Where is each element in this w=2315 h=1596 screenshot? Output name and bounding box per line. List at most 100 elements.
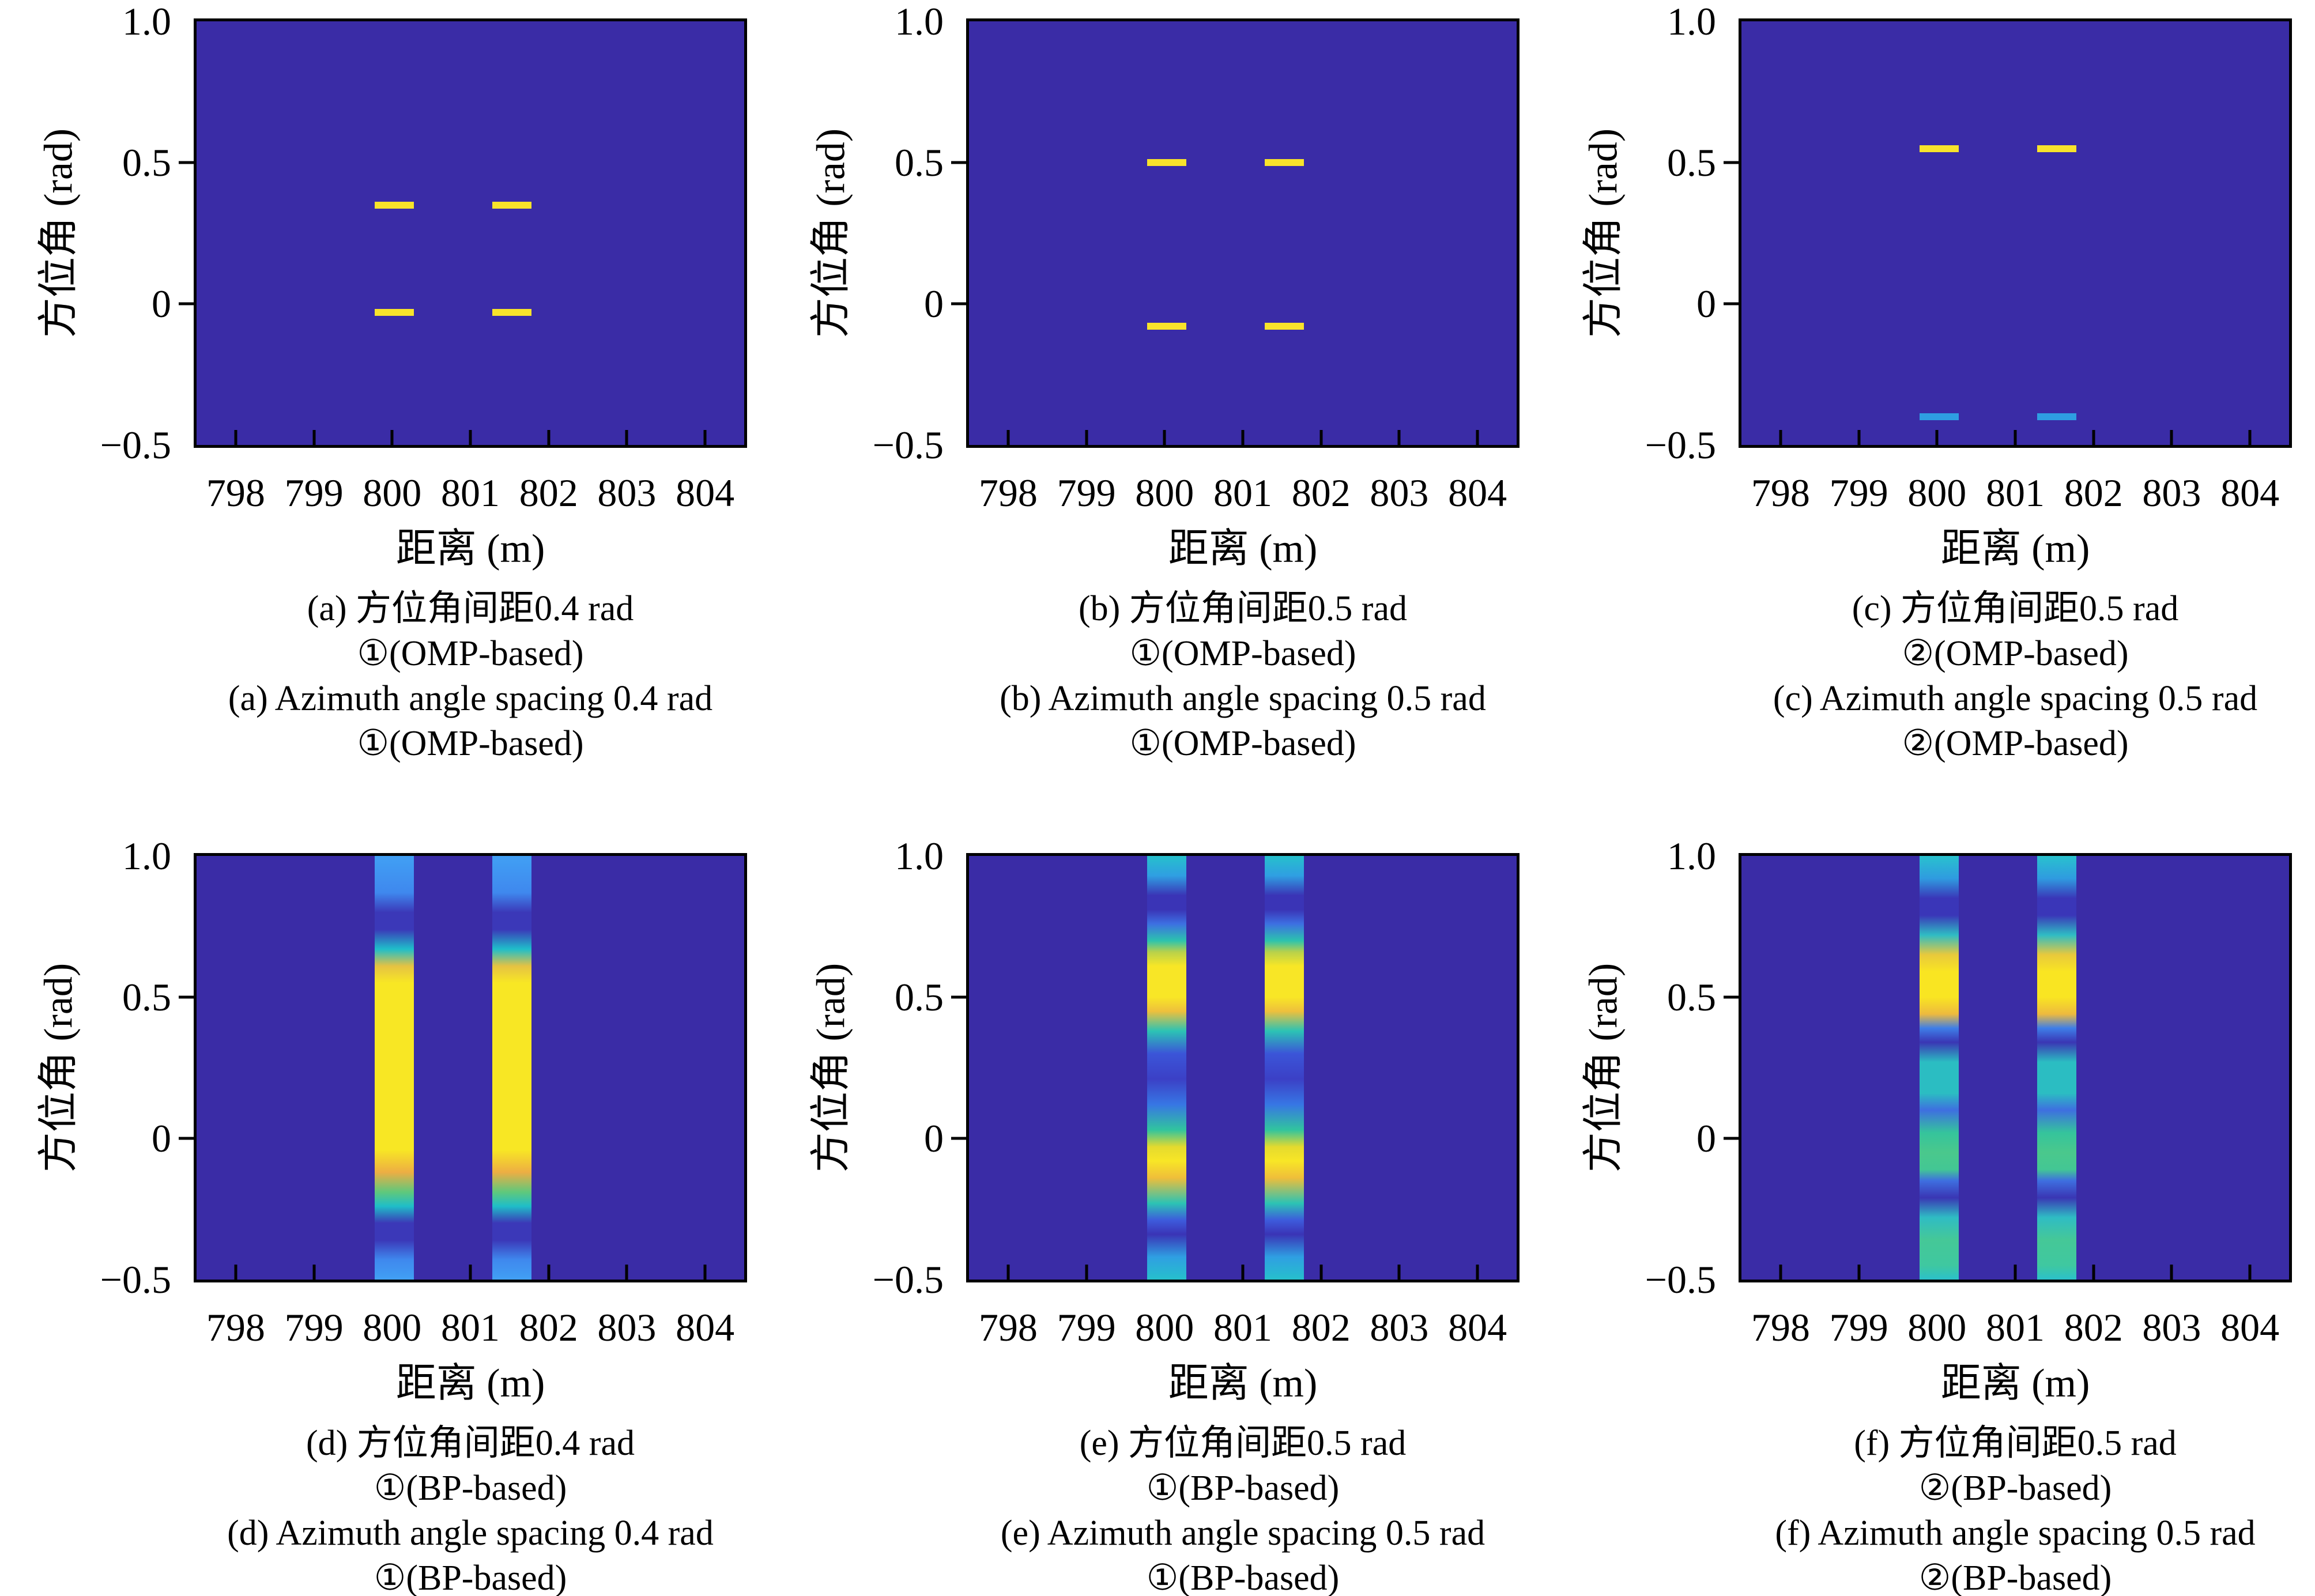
caption-line: ②(OMP-based) [1902,634,2129,673]
bp-response-stripe [375,856,414,1280]
caption-line: (d) 方位角间距0.4 rad [306,1424,635,1463]
subplot-caption: (a) 方位角间距0.4 rad ①(OMP-based) (a) Azimuth … [194,586,747,766]
x-tick-label: 804 [1448,1306,1507,1349]
y-tick-mark [1724,1137,1739,1140]
x-axis-label: 距离 (m) [1168,527,1318,571]
x-tick-mark [703,1265,707,1280]
subplot-caption: (b) 方位角间距0.5 rad ①(OMP-based) (b) Azimuth … [966,586,1520,766]
y-tick-label: 0 [924,1116,944,1160]
x-tick-mark [390,430,394,445]
x-tick-label: 798 [1751,1306,1810,1349]
x-tick-label: 800 [363,471,422,515]
x-tick-mark [2092,1265,2095,1280]
y-tick-mark [1724,302,1739,305]
caption-line: ①(OMP-based) [357,634,584,673]
subplot-e: 方位角 (rad) 1.0 0.5 0 −0.5 798 799 800 801 802 803… [772,836,1520,1596]
target-mark [492,308,531,316]
x-axis-ticks: 798 799 800 801 802 803 804 [1739,473,2292,523]
bp-response-stripe [2037,856,2076,1280]
x-tick-mark [547,430,551,445]
x-tick-label: 801 [1213,1306,1272,1349]
target-mark [2037,413,2076,420]
x-tick-mark [2014,430,2017,445]
y-axis-label: 方位角 (rad) [772,21,882,445]
caption-line: ①(OMP-based) [1129,724,1356,763]
subplot-row-bottom: 方位角 (rad) 1.0 0.5 0 −0.5 798 799 800 801 802 803… [0,836,2292,1596]
y-tick-label: 0.5 [122,141,171,184]
y-axis-label-text: 方位角 (rad) [1581,963,1626,1173]
caption-line: ①(BP-based) [1146,1469,1340,1508]
caption-line: (c) 方位角间距0.5 rad [1852,589,2179,628]
y-tick-label: 1.0 [1667,0,1716,43]
x-tick-label: 799 [284,1306,344,1349]
y-axis-label-text: 方位角 (rad) [36,128,81,338]
y-tick-label: 1.0 [122,834,171,878]
heatmap-plot-area: 方位角 (rad) 1.0 0.5 0 −0.5 [1582,836,2292,1299]
x-tick-label: 798 [978,471,1038,515]
y-tick-label: −0.5 [872,1258,944,1301]
x-tick-label: 802 [2064,1306,2123,1349]
caption-line: ①(OMP-based) [1129,634,1356,673]
y-tick-mark [179,995,194,999]
y-tick-mark [179,1137,194,1140]
caption-line: (d) Azimuth angle spacing 0.4 rad [227,1514,714,1553]
x-axis-label: 距离 (m) [1940,527,2090,571]
x-tick-mark [625,430,628,445]
caption-line: ②(OMP-based) [1902,724,2129,763]
subplot-caption: (f) 方位角间距0.5 rad ②(BP-based) (f) Azimuth a… [1739,1421,2292,1596]
y-axis-label: 方位角 (rad) [0,21,110,445]
x-tick-label: 798 [978,1306,1038,1349]
target-mark [1920,145,1959,152]
heatmap-plot-area: 方位角 (rad) 1.0 0.5 0 −0.5 [1582,2,2292,465]
x-tick-mark [703,430,707,445]
x-axis-ticks: 798 799 800 801 802 803 804 [966,473,1520,523]
x-tick-label: 798 [206,471,265,515]
x-tick-label: 799 [1057,1306,1116,1349]
y-tick-label: 1.0 [895,0,944,43]
x-tick-label: 799 [1829,1306,1888,1349]
x-tick-label: 800 [1135,471,1194,515]
x-tick-label: 803 [597,1306,657,1349]
y-tick-label: 0.5 [1667,975,1716,1019]
subplot-f: 方位角 (rad) 1.0 0.5 0 −0.5 798 799 800 801 802 803… [1545,836,2292,1596]
x-tick-mark [1779,1265,1782,1280]
x-tick-mark [312,1265,316,1280]
y-tick-mark [179,302,194,305]
x-tick-mark [1857,1265,1861,1280]
subplot-c: 方位角 (rad) 1.0 0.5 0 −0.5 798 799 800 801 802 803… [1545,2,2292,766]
caption-line: (a) Azimuth angle spacing 0.4 rad [228,679,713,718]
y-axis-label-text: 方位角 (rad) [1581,128,1626,338]
x-axis-label: 距离 (m) [395,527,545,571]
y-tick-label: 0.5 [895,141,944,184]
caption-line: ①(OMP-based) [357,724,584,763]
x-tick-mark [2170,1265,2173,1280]
x-tick-label: 802 [2064,471,2123,515]
target-mark [375,308,414,316]
x-tick-mark [1085,1265,1088,1280]
x-tick-mark [2170,430,2173,445]
x-tick-label: 801 [1213,471,1272,515]
caption-line: (a) 方位角间距0.4 rad [307,589,634,628]
x-tick-label: 804 [2220,1306,2280,1349]
x-tick-mark [1476,1265,1479,1280]
y-tick-mark [1724,161,1739,164]
x-tick-label: 803 [1370,1306,1429,1349]
x-axis-ticks: 798 799 800 801 802 803 804 [966,1308,1520,1357]
x-tick-mark [1779,430,1782,445]
target-mark [1265,323,1304,330]
subplot-caption: (e) 方位角间距0.5 rad ①(BP-based) (e) Azimuth a… [966,1421,1520,1596]
x-tick-mark [1241,430,1245,445]
target-mark [1920,413,1959,420]
subplot-a: 方位角 (rad) 1.0 0.5 0 −0.5 798 799 800 801 802 803… [0,2,747,766]
x-tick-label: 801 [1986,471,2045,515]
caption-line: ①(BP-based) [1146,1559,1340,1596]
x-tick-label: 801 [441,471,500,515]
caption-line: (f) 方位角间距0.5 rad [1854,1424,2177,1463]
x-tick-mark [234,430,237,445]
x-tick-mark [547,1265,551,1280]
target-mark [492,201,531,209]
y-tick-mark [951,161,966,164]
y-tick-mark [179,161,194,164]
x-tick-label: 804 [2220,471,2280,515]
